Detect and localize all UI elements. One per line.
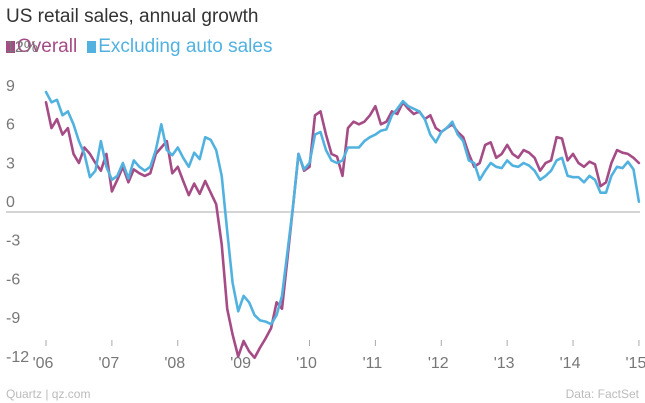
legend-item-overall: Overall [6, 36, 77, 58]
y-tick-label: 3 [6, 155, 15, 172]
legend-label-overall: Overall [17, 36, 78, 57]
series-line-overall [44, 101, 641, 360]
chart-title: US retail sales, annual growth [6, 6, 259, 27]
y-tick-label: 6 [6, 117, 15, 134]
footer-credit: Quartz | qz.com [6, 387, 91, 401]
x-tick-label: '07 [98, 355, 119, 372]
footer-source: Data: FactSet [565, 387, 639, 401]
x-tick-label: '09 [230, 355, 251, 372]
x-axis: '06 '07 '08 '09 '10 '11 '12 '13 '14 '15 [33, 340, 645, 372]
legend-swatch-excluding-auto [87, 41, 97, 53]
x-tick-label: '13 [494, 355, 515, 372]
series-line-excluding-auto [44, 90, 641, 326]
y-tick-label: -3 [6, 233, 20, 250]
y-tick-label: -12 [6, 349, 29, 366]
legend-swatch-overall [6, 41, 15, 53]
x-tick-label: '15 [625, 355, 645, 372]
y-tick-label: -6 [6, 271, 20, 288]
y-tick-label: 0 [6, 194, 15, 211]
x-tick-label: '14 [560, 355, 581, 372]
x-tick-label: '12 [428, 355, 449, 372]
x-tick-label: '10 [296, 355, 317, 372]
x-tick-label: '11 [363, 355, 383, 372]
y-axis: 12% 9 6 3 0 -3 -6 -9 -12 [6, 39, 640, 366]
series-layer [44, 90, 641, 360]
chart-legend: Overall Excluding auto sales [6, 36, 272, 58]
legend-item-excluding-auto: Excluding auto sales [87, 36, 272, 58]
legend-label-excluding-auto: Excluding auto sales [98, 36, 273, 57]
x-tick-label: '06 [33, 355, 54, 372]
y-tick-label: 12% [6, 39, 38, 56]
y-tick-label: 9 [6, 78, 15, 95]
x-tick-label: '08 [164, 355, 185, 372]
y-tick-label: -9 [6, 310, 20, 327]
